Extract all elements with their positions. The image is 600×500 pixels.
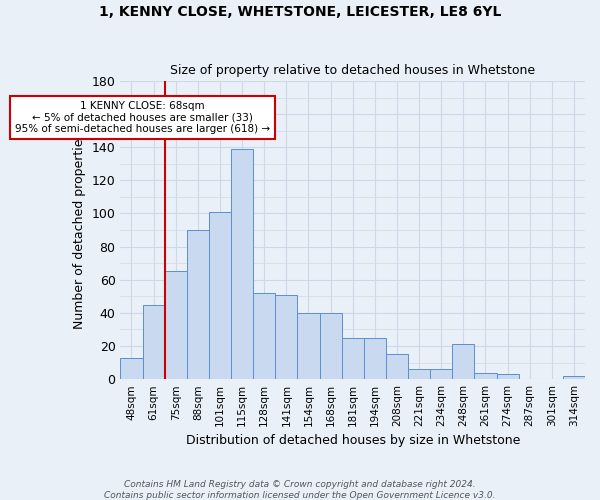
Title: Size of property relative to detached houses in Whetstone: Size of property relative to detached ho… <box>170 64 535 77</box>
Bar <box>164 272 187 379</box>
Bar <box>231 149 253 379</box>
Text: 1, KENNY CLOSE, WHETSTONE, LEICESTER, LE8 6YL: 1, KENNY CLOSE, WHETSTONE, LEICESTER, LE… <box>99 5 501 19</box>
Text: 1 KENNY CLOSE: 68sqm
← 5% of detached houses are smaller (33)
95% of semi-detach: 1 KENNY CLOSE: 68sqm ← 5% of detached ho… <box>15 101 270 134</box>
X-axis label: Distribution of detached houses by size in Whetstone: Distribution of detached houses by size … <box>185 434 520 448</box>
Bar <box>209 212 231 379</box>
Bar <box>475 372 497 379</box>
Bar <box>364 338 386 379</box>
Text: Contains HM Land Registry data © Crown copyright and database right 2024.
Contai: Contains HM Land Registry data © Crown c… <box>104 480 496 500</box>
Bar <box>143 304 164 379</box>
Y-axis label: Number of detached properties: Number of detached properties <box>73 132 86 328</box>
Bar <box>497 374 518 379</box>
Bar <box>275 294 298 379</box>
Bar <box>253 293 275 379</box>
Bar <box>298 313 320 379</box>
Bar <box>563 376 585 379</box>
Bar <box>452 344 475 379</box>
Bar <box>121 358 143 379</box>
Bar <box>430 369 452 379</box>
Bar <box>187 230 209 379</box>
Bar <box>320 313 341 379</box>
Bar <box>341 338 364 379</box>
Bar <box>386 354 408 379</box>
Bar <box>408 369 430 379</box>
